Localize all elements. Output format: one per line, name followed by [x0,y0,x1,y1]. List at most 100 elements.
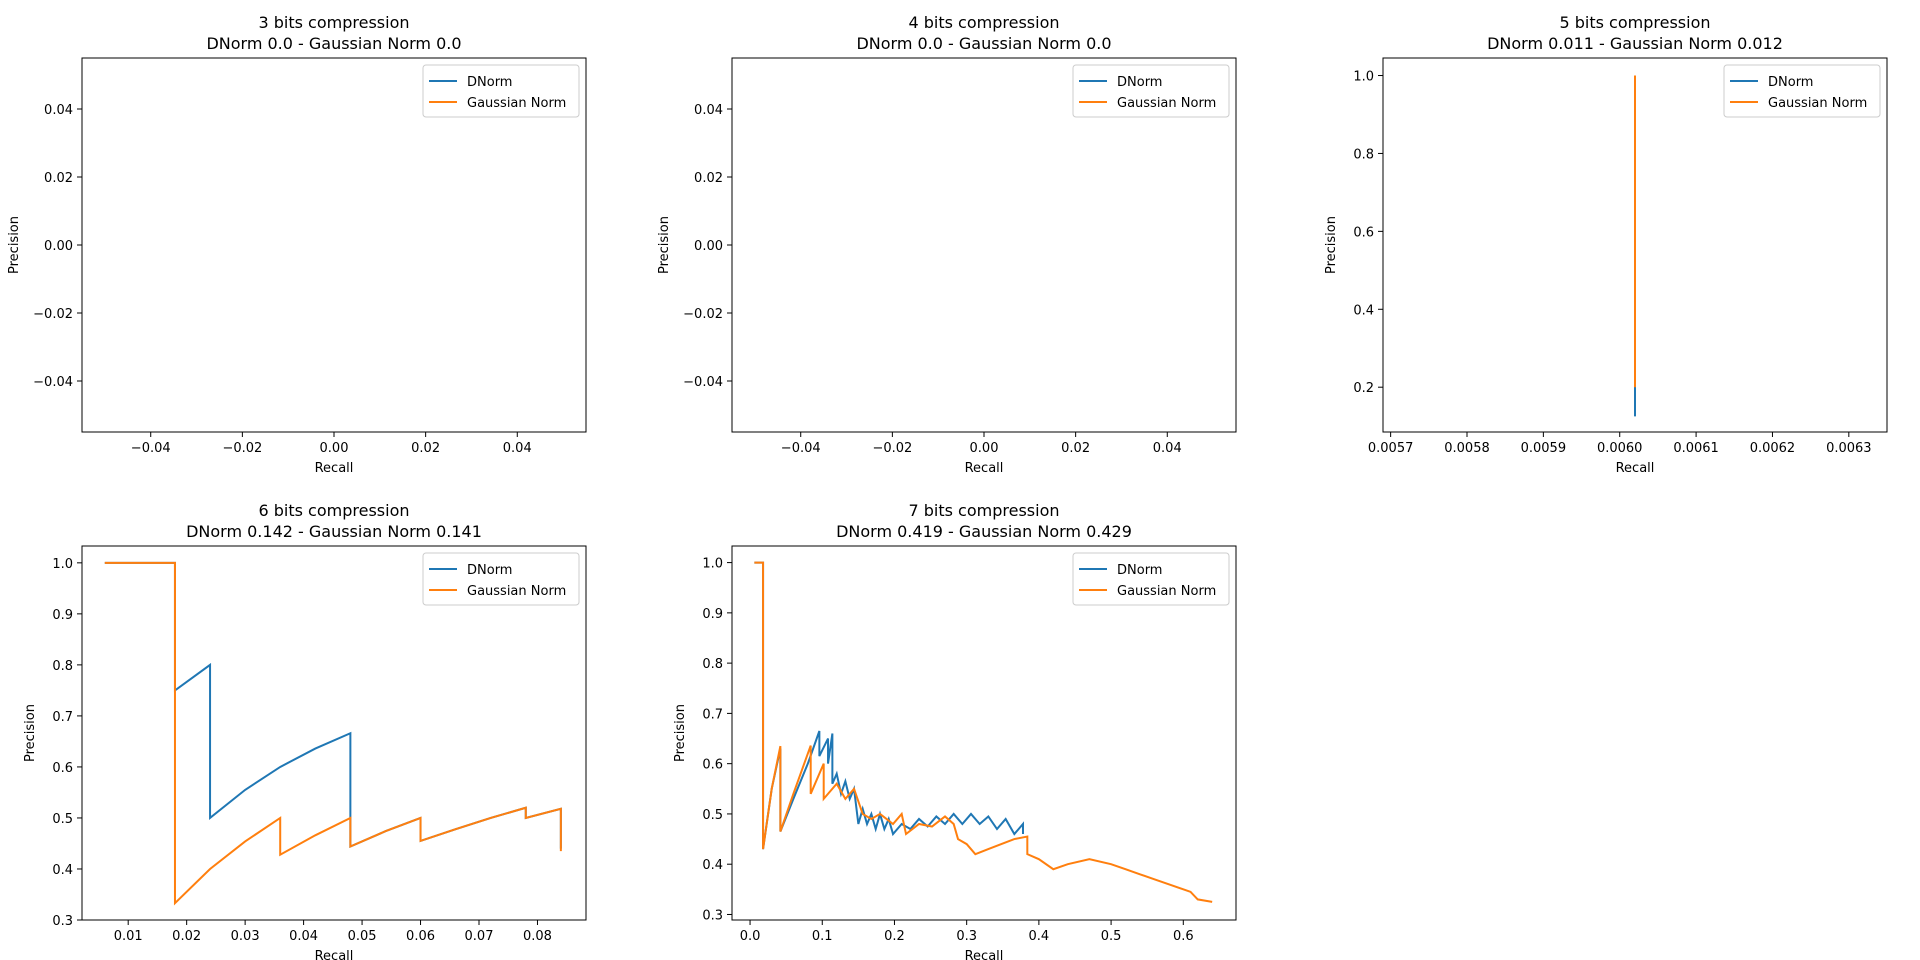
chart-title: 5 bits compression [1559,13,1710,32]
x-tick-label: 0.0 [740,929,761,944]
y-tick-label: 1.0 [52,557,73,572]
y-tick-label: 0.8 [702,657,723,672]
legend-label: DNorm [467,563,512,578]
legend-box [422,64,580,118]
legend: DNorm Gaussian Norm [422,64,580,118]
x-axis-label: Recall [965,461,1004,476]
x-tick-label: 0.2 [884,929,905,944]
y-tick-label: 1.0 [702,557,723,572]
x-tick-label: 0.0063 [1826,441,1872,456]
x-tick-label: −0.04 [781,441,821,456]
x-tick-label: 0.0060 [1597,441,1643,456]
y-tick-label: 0.8 [52,659,73,674]
x-tick-label: 0.5 [1101,929,1122,944]
legend: DNorm Gaussian Norm [1072,552,1230,606]
y-tick-label: −0.02 [33,307,73,322]
y-tick-label: 0.3 [52,914,73,929]
legend-box [1072,64,1230,118]
y-tick-label: 0.02 [694,171,723,186]
legend-label: DNorm [467,75,512,90]
chart-panel-4: 6 bits compression DNorm 0.142 - Gaussian… [23,501,587,960]
x-tick-label: 0.07 [465,929,494,944]
y-axis-label: Precision [23,704,38,762]
x-tick-label: 0.03 [231,929,260,944]
x-tick-label: 0.00 [320,441,349,456]
legend-box [1723,64,1881,118]
y-tick-label: 0.00 [44,239,73,254]
x-tick-label: 0.4 [1029,929,1050,944]
axes-frame [1382,57,1888,433]
legend-label: DNorm [1117,563,1162,578]
axes-frame [731,545,1237,921]
y-tick-label: 0.6 [52,761,73,776]
y-tick-label: 1.0 [1353,70,1374,85]
y-axis-label: Precision [7,216,22,274]
chart-subtitle: DNorm 0.0 - Gaussian Norm 0.0 [206,34,461,53]
chart-title: 3 bits compression [258,13,409,32]
y-tick-label: 0.5 [52,812,73,827]
y-tick-label: 0.9 [52,608,73,623]
y-tick-label: 0.8 [1353,147,1374,162]
x-tick-label: 0.04 [289,929,318,944]
chart-panel-5: 7 bits compression DNorm 0.419 - Gaussian… [673,501,1237,960]
y-tick-label: 0.04 [694,103,723,118]
chart-title: 7 bits compression [908,501,1059,520]
legend-label: DNorm [1117,75,1162,90]
y-axis-label: Precision [657,216,672,274]
y-axis-label: Precision [1324,216,1339,274]
x-tick-label: −0.02 [222,441,262,456]
legend-label: Gaussian Norm [1117,584,1216,599]
legend-label: DNorm [1768,75,1813,90]
x-tick-label: 0.01 [114,929,143,944]
axes-frame [81,545,587,921]
x-axis-label: Recall [965,949,1004,960]
x-tick-label: −0.02 [872,441,912,456]
y-tick-label: 0.7 [52,710,73,725]
chart-panel-3: 5 bits compression DNorm 0.011 - Gaussian… [1324,13,1888,476]
x-tick-label: 0.08 [523,929,552,944]
y-tick-label: 0.04 [44,103,73,118]
legend-box [1072,552,1230,606]
legend: DNorm Gaussian Norm [1723,64,1881,118]
legend-label: Gaussian Norm [1768,96,1867,111]
y-tick-label: 0.4 [52,863,73,878]
y-tick-label: −0.04 [33,375,73,390]
y-tick-label: 0.00 [694,239,723,254]
x-tick-label: 0.3 [956,929,977,944]
y-tick-label: −0.04 [683,375,723,390]
chart-subtitle: DNorm 0.419 - Gaussian Norm 0.429 [836,522,1132,541]
x-tick-label: 0.1 [812,929,833,944]
legend: DNorm Gaussian Norm [422,552,580,606]
chart-title: 4 bits compression [908,13,1059,32]
chart-subtitle: DNorm 0.0 - Gaussian Norm 0.0 [856,34,1111,53]
series-line-gaussian-norm [104,561,562,906]
y-tick-label: 0.3 [702,908,723,923]
x-tick-label: −0.04 [131,441,171,456]
x-axis-label: Recall [315,949,354,960]
x-tick-label: 0.0061 [1673,441,1719,456]
x-tick-label: 0.0059 [1521,441,1567,456]
x-tick-label: 0.0057 [1368,441,1414,456]
y-tick-label: 0.6 [702,758,723,773]
y-tick-label: 0.4 [702,858,723,873]
series-line-dnorm [754,561,1024,850]
legend-box [422,552,580,606]
y-tick-label: −0.02 [683,307,723,322]
legend-label: Gaussian Norm [1117,96,1216,111]
x-tick-label: 0.0058 [1444,441,1490,456]
x-tick-label: 0.02 [411,441,440,456]
x-tick-label: 0.04 [1153,441,1182,456]
chart-panel-1: 3 bits compression DNorm 0.0 - Gaussian N… [7,13,587,476]
x-tick-label: 0.00 [970,441,999,456]
chart-subtitle: DNorm 0.142 - Gaussian Norm 0.141 [186,522,482,541]
series-line-gaussian-norm [754,561,1213,903]
y-tick-label: 0.4 [1353,303,1374,318]
legend: DNorm Gaussian Norm [1072,64,1230,118]
y-tick-label: 0.9 [702,607,723,622]
series-line-dnorm [104,561,562,849]
x-tick-label: 0.6 [1173,929,1194,944]
x-tick-label: 0.05 [348,929,377,944]
y-tick-label: 0.6 [1353,225,1374,240]
x-axis-label: Recall [1616,461,1655,476]
